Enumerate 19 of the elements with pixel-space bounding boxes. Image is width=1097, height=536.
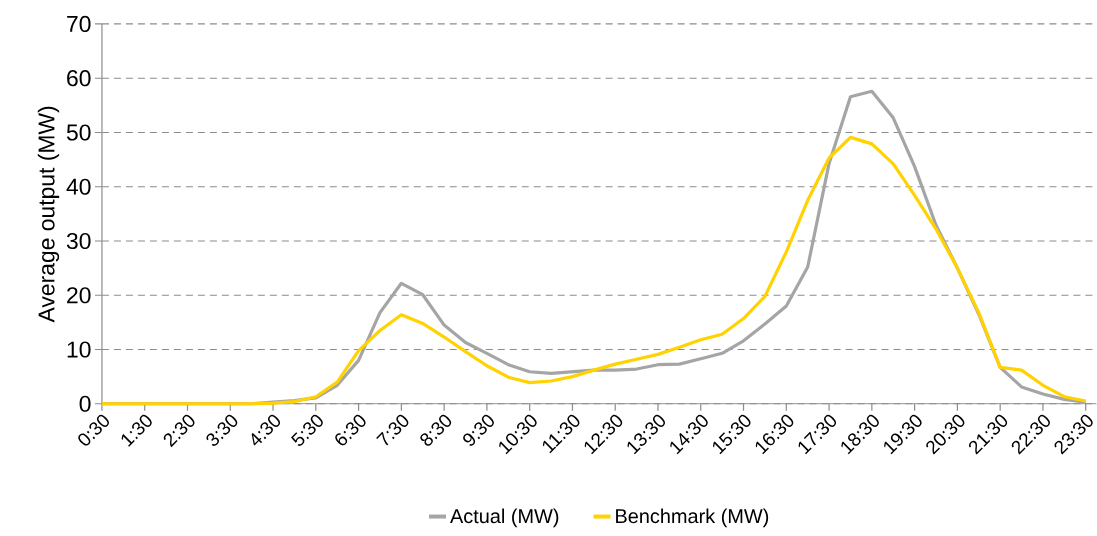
x-tick-label: 5:30 xyxy=(291,415,323,447)
y-tick-label: 30 xyxy=(66,233,91,250)
y-tick-label: 40 xyxy=(66,178,91,195)
x-tick-label: 8:30 xyxy=(420,415,452,447)
x-tick-label: 9:30 xyxy=(463,415,494,446)
y-tick-label: 70 xyxy=(67,16,91,33)
y-axis-title: Average output (MW) xyxy=(37,106,60,323)
x-tick-label: 6:30 xyxy=(335,415,366,446)
y-tick-label: 10 xyxy=(67,341,91,358)
legend-label: Actual (MW) xyxy=(450,508,559,528)
x-tick-label: 4:30 xyxy=(251,415,281,446)
y-tick-label: 60 xyxy=(67,70,91,87)
y-tick-label: 50 xyxy=(66,124,91,141)
y-tick-label: 20 xyxy=(67,287,91,304)
x-tick-label: 3:30 xyxy=(206,415,238,447)
x-tick-label: 7:30 xyxy=(376,415,409,446)
x-tick-label: 0:30 xyxy=(78,415,109,446)
y-tick-label: 0 xyxy=(79,395,91,413)
legend-label: Benchmark (MW) xyxy=(616,508,769,528)
